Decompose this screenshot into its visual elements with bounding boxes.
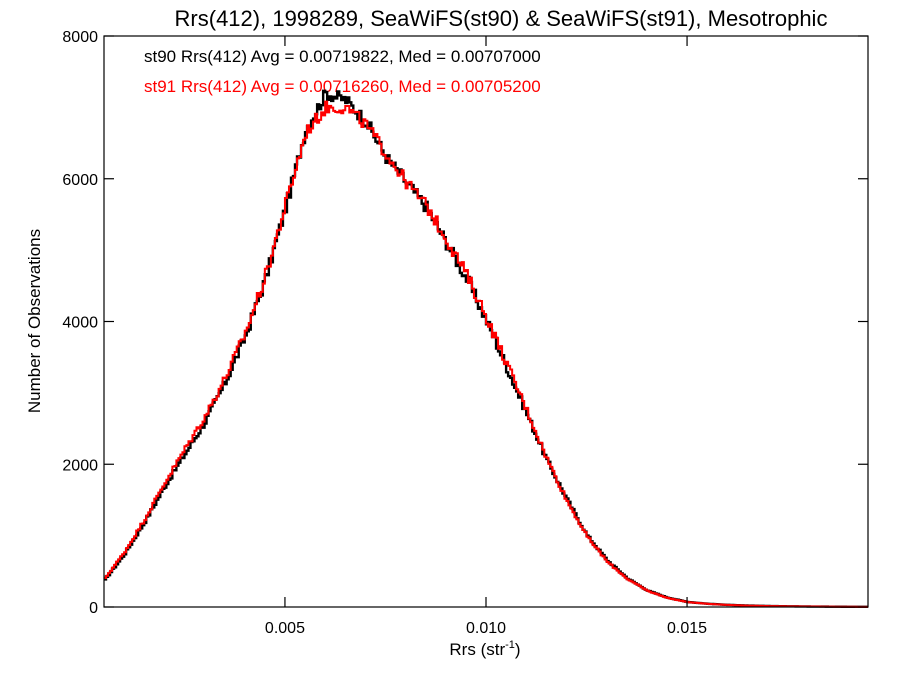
x-axis-label-superscript: -1: [505, 639, 515, 651]
st91-stats-label: st91 Rrs(412) Avg = 0.00716260, Med = 0.…: [144, 77, 541, 96]
st90-stats-label: st90 Rrs(412) Avg = 0.00719822, Med = 0.…: [144, 47, 541, 66]
y-axis-ticks: 0 2000 4000 6000 8000: [62, 29, 868, 617]
y-tick-label: 6000: [62, 172, 98, 189]
y-tick-label: 8000: [62, 29, 98, 46]
x-axis-ticks: 0.005 0.010 0.015: [265, 36, 707, 637]
x-tick-label: 0.005: [265, 620, 305, 637]
chart-title: Rrs(412), 1998289, SeaWiFS(st90) & SeaWi…: [175, 6, 828, 31]
x-tick-label: 0.010: [466, 620, 506, 637]
histogram-series-layer: [104, 89, 868, 609]
y-tick-label: 0: [89, 600, 98, 617]
x-axis-label-main: Rrs (str: [449, 640, 505, 659]
y-axis-label: Number of Observations: [25, 229, 44, 413]
histogram-series-st90: [104, 89, 868, 609]
x-axis-label: Rrs (str-1): [449, 639, 520, 659]
y-tick-label: 2000: [62, 457, 98, 474]
histogram-series-st91: [104, 100, 868, 608]
y-tick-label: 4000: [62, 315, 98, 332]
x-tick-label: 0.015: [667, 620, 707, 637]
x-axis-label-close: ): [515, 640, 521, 659]
